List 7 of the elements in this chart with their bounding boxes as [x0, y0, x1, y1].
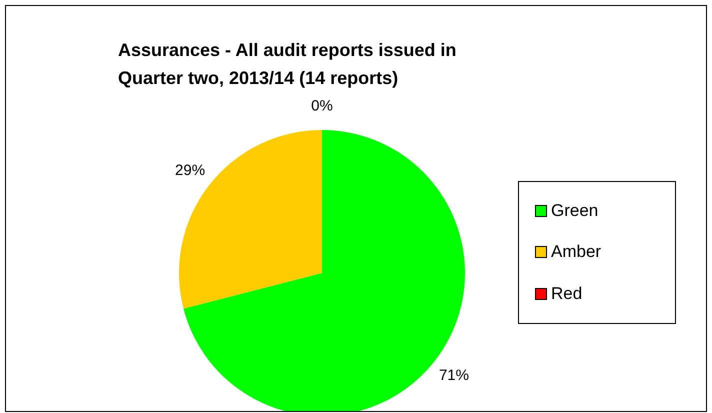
chart-title: Assurances - All audit reports issued in Quarter two, 2013/14 (14 reports) — [118, 39, 458, 90]
legend-label: Green — [551, 200, 598, 221]
text: 0% — [311, 98, 333, 114]
data-label: 71% — [438, 366, 469, 384]
data-label: 29% — [175, 162, 206, 180]
legend-label: Amber — [551, 242, 602, 262]
legend-label: Red — [551, 284, 582, 304]
